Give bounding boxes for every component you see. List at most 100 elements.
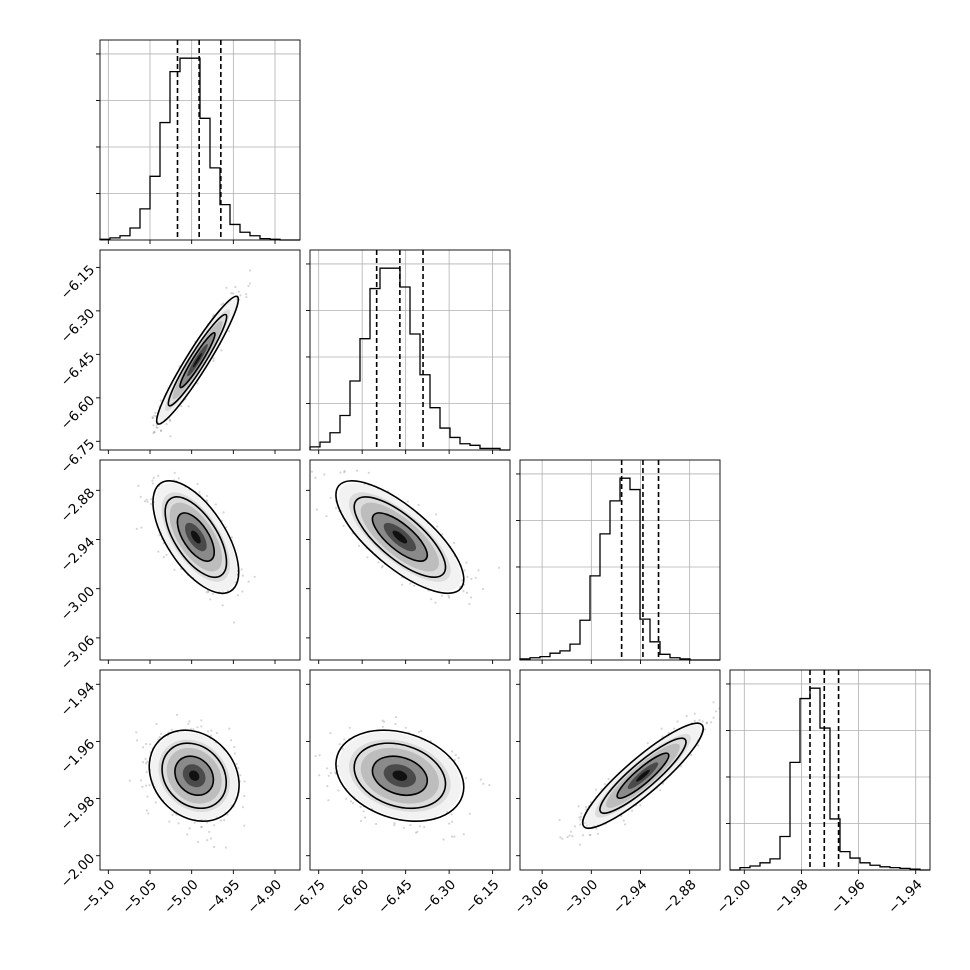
scatter-point [406,500,409,503]
contour-2 [335,480,465,595]
scatter-point [205,591,208,594]
scatter-point [366,556,369,559]
scatter-point [329,496,332,499]
scatter-point [228,727,231,730]
contour-1 [161,742,228,810]
scatter-point [343,470,346,473]
scatter-point [474,576,477,579]
density-fill-5 [190,530,201,544]
scatter-point [153,414,156,417]
scatter-point [151,416,154,420]
scatter-point [159,429,163,433]
scatter-point [440,594,444,597]
scatter-point [141,785,144,789]
scatter-point [223,819,226,822]
scatter-point [208,830,211,834]
scatter-point [192,728,195,731]
scatter-point [148,784,151,787]
scatter-point [453,541,456,545]
pair-frame-2 [309,459,511,661]
scatter-point [145,771,148,774]
scatter-point [149,743,152,746]
scatter-point [170,728,173,732]
scatter-point [188,827,191,830]
scatter-point [639,804,642,807]
scatter-point [453,758,456,762]
scatter-point [479,778,482,781]
scatter-point [355,469,359,472]
scatter-point [169,419,172,422]
scatter-point [561,837,564,840]
scatter-point [364,816,367,819]
scatter-point [566,835,569,839]
contour-2 [152,480,240,595]
scatter-point [213,824,216,827]
scatter-point [315,508,318,511]
scatter-point [135,731,138,734]
scatter-point [375,822,378,826]
scatter-point [441,533,444,536]
scatter-point [155,722,158,726]
scatter-point [239,294,242,297]
scatter-point [154,801,157,804]
scatter-point [335,507,338,510]
pair-panel-0-1 [96,249,301,454]
scatter-point [446,810,449,814]
scatter-point [457,756,460,760]
scatter-point [241,574,244,577]
density-fill-5 [392,530,408,544]
scatter-point [243,794,246,798]
pair-frame-3 [99,669,301,871]
scatter-point [196,726,199,729]
scatter-point [241,806,244,809]
scatter-point [435,513,438,516]
scatter-point [247,580,250,583]
scatter-point [442,838,445,841]
scatter-point [210,729,213,732]
scatter-point [142,746,145,749]
scatter-point [153,430,156,433]
scatter-point [139,495,142,498]
scatter-point [200,825,203,829]
scatter-point [169,435,172,438]
scatter-point [245,296,248,299]
hist-panel-1 [306,249,511,454]
scatter-point [143,500,147,503]
histogram-step-0 [99,57,300,241]
scatter-point [325,515,328,518]
scatter-point [620,814,623,818]
scatter-point [326,785,329,788]
scatter-point [423,826,426,829]
scatter-point [152,431,155,435]
scatter-point [200,826,203,829]
scatter-point [206,839,209,842]
scatter-point [352,802,355,805]
scatter-point [237,290,240,293]
scatter-point [159,399,162,402]
scatter-point [357,544,361,548]
scatter-point [230,536,233,539]
scatter-point [221,302,225,305]
scatter-point [144,757,147,761]
scatter-point [155,426,158,429]
scatter-point [209,598,212,601]
scatter-point [573,825,577,828]
contour-0 [174,755,215,797]
scatter-point [243,780,246,783]
scatter-point [381,719,384,722]
scatter-point [180,404,183,408]
scatter-point [219,819,222,822]
scatter-point [468,812,471,815]
scatter-point [341,747,344,750]
hist-panel-3 [726,669,931,874]
scatter-point [214,503,217,506]
scatter-point [448,822,451,825]
scatter-point [245,293,248,296]
scatter-point [381,725,384,728]
scatter-point [464,777,467,780]
scatter-point [661,735,664,738]
scatter-point [224,846,228,849]
scatter-point [212,359,215,362]
scatter-point [416,830,419,833]
